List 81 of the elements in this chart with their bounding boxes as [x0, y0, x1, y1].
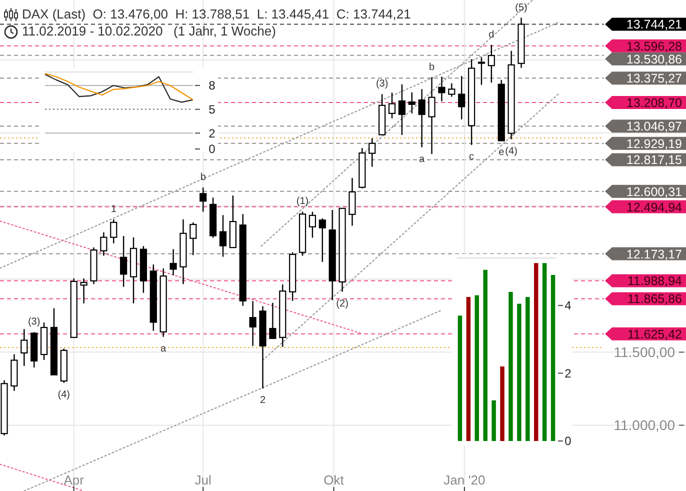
annotation: 2 [260, 395, 266, 406]
annotation: 1 [110, 204, 117, 215]
bar [483, 270, 488, 441]
y-tick-label: 0 [564, 434, 572, 448]
ref-line-label: 13.530,86 [626, 52, 682, 66]
y-tick-label: 11.000,00 [614, 417, 676, 434]
text: 11.02.2019 - 10.02.2020 (1 Jahr, 1 Woche) [22, 23, 276, 38]
annotation: e [498, 147, 505, 158]
x-tick-label: Apr [64, 472, 85, 488]
candlestick [368, 138, 376, 168]
candlestick [428, 76, 436, 155]
bar [500, 366, 504, 441]
candlestick [448, 82, 456, 98]
annotation: (4) [505, 146, 518, 157]
ref-line-label: 12.494,94 [626, 200, 682, 214]
y-tick-label: 2 [564, 366, 572, 380]
annotation: (1) [296, 196, 309, 208]
ref-line-label: 13.208,70 [626, 96, 682, 110]
candlestick [438, 76, 446, 102]
candlestick [388, 92, 396, 119]
bar [458, 316, 462, 441]
ref-line-label: 12.817,15 [626, 153, 682, 168]
candlestick [408, 92, 416, 114]
annotation: (4) [58, 389, 70, 400]
candlestick [308, 211, 316, 238]
candlestick [200, 186, 207, 212]
y-tick-label: 8 [208, 78, 216, 93]
annotation: (3) [376, 78, 388, 90]
candlestick [269, 302, 276, 340]
annotation: b [428, 62, 435, 73]
bar [526, 296, 530, 441]
ref-line-label: 13.046,97 [626, 120, 682, 134]
y-tick-label: 4 [564, 298, 572, 313]
ref-line-label: 11.988,94 [627, 274, 682, 288]
ref-line-label: 12.929,19 [626, 136, 682, 151]
candlestick [170, 248, 177, 276]
candlestick [249, 300, 256, 346]
bar [542, 263, 547, 441]
bar [550, 274, 556, 441]
x-tick-label: Jul [194, 472, 212, 488]
ref-line-label: 11.625,42 [627, 327, 682, 342]
candlestick [110, 218, 118, 244]
ref-line-label: 13.596,28 [626, 39, 682, 54]
annotation: (3) [28, 316, 40, 328]
annotation: d [488, 29, 494, 40]
text: DAX (Last) O: 13.476,00 H: 13.788,51 L: 13.445,41 C: 13.744,21 [22, 6, 411, 22]
x-tick-label: Jan '20 [444, 472, 486, 488]
candlestick [458, 75, 466, 120]
y-tick-label: 5 [208, 102, 216, 117]
candlestick [20, 328, 28, 367]
candlestick [318, 218, 326, 262]
bar [466, 296, 471, 441]
candlestick [418, 88, 426, 148]
bar [517, 304, 522, 441]
ref-line-label: 13.744,21 [626, 18, 682, 32]
candlestick [478, 56, 486, 86]
candlestick [348, 177, 356, 226]
candlestick [120, 235, 128, 288]
annotation: b [200, 172, 206, 183]
candlestick [488, 44, 495, 84]
bar [492, 400, 496, 441]
ref-line-label: 12.600,31 [626, 184, 682, 199]
annotation: a [160, 343, 167, 354]
bar [474, 295, 479, 441]
candlestick [100, 232, 108, 256]
ref-line-label: 12.173,17 [626, 247, 682, 262]
candlestick [219, 214, 227, 258]
bar [508, 292, 513, 441]
candlestick [80, 278, 88, 304]
ref-line-label: 13.375,27 [626, 72, 682, 86]
candlestick [190, 222, 197, 256]
ref-line-label: 11.865,86 [627, 292, 682, 306]
annotation: (5) [515, 2, 528, 14]
annotation: (2) [336, 298, 348, 310]
candlestick [398, 84, 406, 136]
annotation: c [469, 151, 474, 162]
y-tick-label: 2 [208, 126, 216, 140]
y-tick-label: 0 [208, 142, 216, 156]
bar [534, 263, 538, 441]
y-tick-label: 11.500,00 [614, 344, 676, 360]
x-tick-label: Okt [324, 472, 344, 488]
